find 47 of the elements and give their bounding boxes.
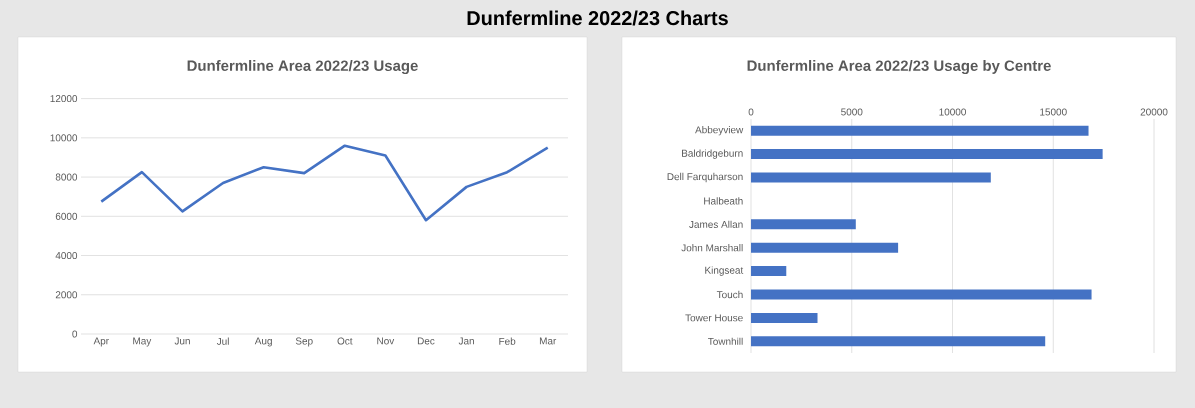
y-tick-label: Dell Farquharson bbox=[667, 172, 743, 183]
y-tick-label: Kingseat bbox=[705, 266, 744, 276]
bar bbox=[751, 266, 787, 277]
x-tick-label: Jun bbox=[174, 337, 190, 345]
y-tick-label: 4000 bbox=[55, 252, 78, 260]
x-tick-label: Aug bbox=[254, 337, 272, 347]
y-tick-label: Tower House bbox=[685, 314, 743, 322]
bar bbox=[751, 289, 1092, 300]
y-tick-label: Touch bbox=[716, 290, 743, 299]
x-tick-label: Jan bbox=[458, 337, 474, 345]
x-tick-label: 0 bbox=[748, 108, 754, 116]
x-tick-label: Nov bbox=[377, 337, 395, 345]
bar bbox=[751, 312, 818, 323]
x-tick-label: 5000 bbox=[841, 108, 863, 116]
y-tick-label: Abbeyview bbox=[695, 126, 744, 136]
chart-title: Dunfermline Area 2022/23 Usage by Centre bbox=[747, 60, 1051, 74]
y-tick-label: Baldridgeburn bbox=[682, 149, 743, 159]
y-tick-label: Halbeath bbox=[704, 197, 743, 205]
y-tick-label: Townhill bbox=[708, 337, 743, 345]
y-tick-label: John Marshall bbox=[681, 244, 743, 252]
x-tick-label: Mar bbox=[539, 337, 557, 345]
x-tick-label: Dec bbox=[417, 337, 435, 345]
y-tick-label: 0 bbox=[72, 330, 78, 338]
bar bbox=[751, 336, 1046, 347]
line-series bbox=[100, 144, 550, 222]
x-tick-label: 10000 bbox=[939, 108, 966, 116]
x-tick-label: 20000 bbox=[1140, 108, 1168, 116]
chart-title: Dunfermline Area 2022/23 Usage bbox=[187, 60, 418, 74]
y-tick-label: 12000 bbox=[50, 95, 78, 103]
bar bbox=[751, 219, 856, 230]
bar bbox=[751, 149, 1103, 160]
x-tick-label: Oct bbox=[337, 337, 353, 345]
y-tick-label: James Allan bbox=[689, 220, 743, 228]
text: Dunfermline 2022/23 Charts bbox=[467, 10, 728, 26]
y-tick-label: 10000 bbox=[50, 134, 78, 142]
x-tick-label: Feb bbox=[499, 337, 516, 345]
y-tick-label: 2000 bbox=[55, 291, 78, 299]
bar bbox=[751, 172, 991, 183]
x-tick-label: May bbox=[133, 337, 152, 347]
x-tick-label: Sep bbox=[295, 337, 313, 347]
x-tick-label: Apr bbox=[93, 337, 109, 347]
y-tick-label: 6000 bbox=[55, 212, 78, 220]
bar bbox=[751, 125, 1089, 136]
x-tick-label: Jul bbox=[216, 337, 229, 345]
bar bbox=[751, 242, 899, 253]
x-tick-label: 15000 bbox=[1040, 108, 1067, 116]
y-tick-label: 8000 bbox=[55, 173, 78, 181]
